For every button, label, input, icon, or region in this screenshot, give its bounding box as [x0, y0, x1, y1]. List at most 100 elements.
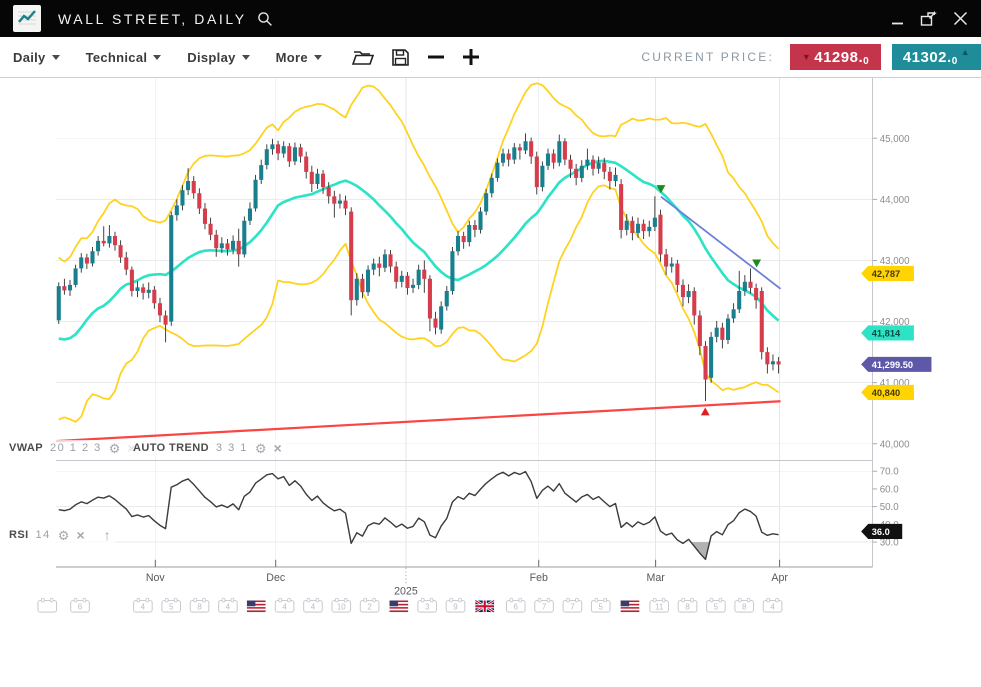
- svg-text:8: 8: [197, 602, 202, 611]
- bollinger-upper: [58, 82, 780, 263]
- svg-text:Apr: Apr: [771, 572, 788, 584]
- resistance-trend: [660, 195, 782, 290]
- price-tags: 42,787 41,814 41,299.50 40,840: [861, 265, 932, 400]
- gear-icon[interactable]: ⚙: [108, 440, 121, 456]
- calendar-event-icon[interactable]: 7: [534, 597, 554, 613]
- svg-text:5: 5: [169, 602, 174, 611]
- chart-area: 45,000 44,000 43,000 42,000 41,000 40,000 70.0…: [0, 78, 981, 682]
- svg-text:10: 10: [337, 602, 346, 611]
- menu-more[interactable]: More: [263, 50, 335, 65]
- svg-text:43,000: 43,000: [880, 256, 910, 267]
- calendar-event-icon[interactable]: [37, 597, 58, 613]
- calendar-event-icon[interactable]: 4: [274, 597, 295, 613]
- calendar-event-icon[interactable]: 5: [590, 597, 611, 613]
- minimize-button[interactable]: [887, 8, 909, 30]
- calendar-event-icon[interactable]: 4: [218, 597, 238, 613]
- calendar-event-icon[interactable]: 4: [133, 597, 153, 613]
- chart-canvas[interactable]: 45,000 44,000 43,000 42,000 41,000 40,000 70.0…: [0, 78, 981, 682]
- svg-text:2: 2: [367, 602, 372, 611]
- svg-text:30.0: 30.0: [880, 538, 900, 549]
- down-triangle-marker: [656, 185, 666, 194]
- calendar-event-icon[interactable]: 4: [303, 597, 323, 613]
- svg-text:7: 7: [570, 602, 575, 611]
- calendar-event-icon[interactable]: 8: [189, 597, 210, 613]
- svg-text:42,787: 42,787: [872, 269, 900, 279]
- svg-text:41,000: 41,000: [880, 378, 910, 389]
- calendar-event-icon[interactable]: 7: [562, 597, 583, 613]
- svg-text:4: 4: [226, 602, 231, 611]
- calendar-event-icon[interactable]: 6: [505, 597, 526, 613]
- price-axis-labels: 45,000 44,000 43,000 42,000 41,000 40,000: [872, 134, 910, 450]
- rsi-line: [58, 470, 779, 561]
- open-folder-icon[interactable]: [351, 48, 374, 66]
- vwap-params: 20 1 2 3: [50, 442, 102, 454]
- calendar-event-icon[interactable]: 5: [161, 597, 182, 613]
- rsi-params: 14: [35, 529, 51, 541]
- vwap-name: VWAP: [9, 442, 43, 454]
- autotrend-indicator-label: AUTO TREND 3 3 1 ⚙ ×: [128, 440, 287, 456]
- calendar-event-icon[interactable]: 2: [359, 597, 380, 613]
- save-icon[interactable]: [391, 48, 410, 67]
- price-gridlines: [56, 137, 873, 445]
- autotrend-params: 3 3 1: [215, 442, 248, 454]
- close-button[interactable]: [949, 8, 971, 30]
- gear-icon[interactable]: ⚙: [57, 527, 70, 543]
- svg-text:50.0: 50.0: [880, 502, 900, 513]
- menu-daily[interactable]: Daily: [0, 50, 73, 65]
- price-down-arrow-icon: ▼: [801, 52, 812, 62]
- resistance-line[interactable]: [660, 195, 782, 290]
- month-labels: Nov Dec Feb Mar Apr: [146, 559, 788, 584]
- svg-text:7: 7: [542, 602, 547, 611]
- uk-flag-icon[interactable]: [474, 599, 495, 614]
- remove-indicator-icon[interactable]: ×: [76, 527, 85, 543]
- svg-text:41,299.50: 41,299.50: [872, 360, 913, 370]
- ask-price-badge: 41302. 0 ▲: [892, 44, 981, 70]
- calendar-event-icon[interactable]: 8: [677, 597, 698, 613]
- zoom-out-button[interactable]: [427, 48, 445, 66]
- menu-technical[interactable]: Technical: [73, 50, 175, 65]
- bid-price-badge: ▼ 41298. 0: [790, 44, 881, 70]
- calendar-strip: 6 4 5 8 4 4 4 10 2 3 9 6 7 7 5 11 8 5 8 4: [37, 597, 783, 614]
- svg-text:42,000: 42,000: [880, 317, 910, 328]
- chevron-down-icon: [313, 54, 322, 60]
- price-up-arrow-icon: ▲: [960, 47, 971, 57]
- current-price-label: CURRENT PRICE:: [641, 50, 774, 64]
- svg-text:44,000: 44,000: [880, 195, 910, 206]
- svg-text:70.0: 70.0: [880, 467, 900, 478]
- rsi-gridlines: [56, 470, 873, 543]
- current-price-group: CURRENT PRICE: ▼ 41298. 0 41302. 0 ▲: [641, 44, 981, 70]
- sma-group: [58, 159, 780, 341]
- auto-trend-line[interactable]: [56, 400, 781, 443]
- calendar-event-icon[interactable]: 4: [762, 597, 783, 613]
- remove-indicator-icon[interactable]: ×: [273, 440, 282, 456]
- window-controls: [887, 8, 971, 30]
- menu-display[interactable]: Display: [174, 50, 262, 65]
- us-flag-icon[interactable]: [246, 600, 266, 613]
- svg-text:4: 4: [311, 602, 316, 611]
- gear-icon[interactable]: ⚙: [254, 440, 267, 456]
- titlebar: WALL STREET, DAILY: [0, 0, 981, 37]
- svg-text:45,000: 45,000: [880, 134, 910, 145]
- bid-price-value: 41298.: [814, 48, 864, 66]
- rsi-indicator-label: RSI 14 ⚙ × ↑: [4, 527, 116, 543]
- calendar-event-icon[interactable]: 6: [70, 597, 90, 613]
- svg-text:Dec: Dec: [266, 572, 286, 584]
- zoom-in-button[interactable]: [462, 48, 480, 66]
- us-flag-icon[interactable]: [620, 600, 640, 613]
- svg-text:36.0: 36.0: [872, 527, 890, 537]
- calendar-event-icon[interactable]: 3: [417, 597, 438, 613]
- toolbar: Daily Technical Display More CURRENT PRI…: [0, 37, 981, 78]
- calendar-event-icon[interactable]: 10: [331, 597, 352, 613]
- calendar-event-icon[interactable]: 9: [445, 597, 466, 613]
- us-flag-icon[interactable]: [389, 600, 409, 613]
- popout-button[interactable]: [918, 8, 940, 30]
- chevron-down-icon: [241, 54, 250, 60]
- calendar-event-icon[interactable]: 5: [706, 597, 726, 613]
- move-panel-up-icon[interactable]: ↑: [103, 527, 111, 543]
- calendar-event-icon[interactable]: 8: [734, 597, 755, 613]
- search-icon[interactable]: [257, 11, 273, 27]
- ask-price-value: 41302.: [902, 48, 952, 66]
- up-triangle-marker: [700, 407, 710, 416]
- calendar-event-icon[interactable]: 11: [649, 597, 670, 613]
- axes-frame: [56, 78, 874, 568]
